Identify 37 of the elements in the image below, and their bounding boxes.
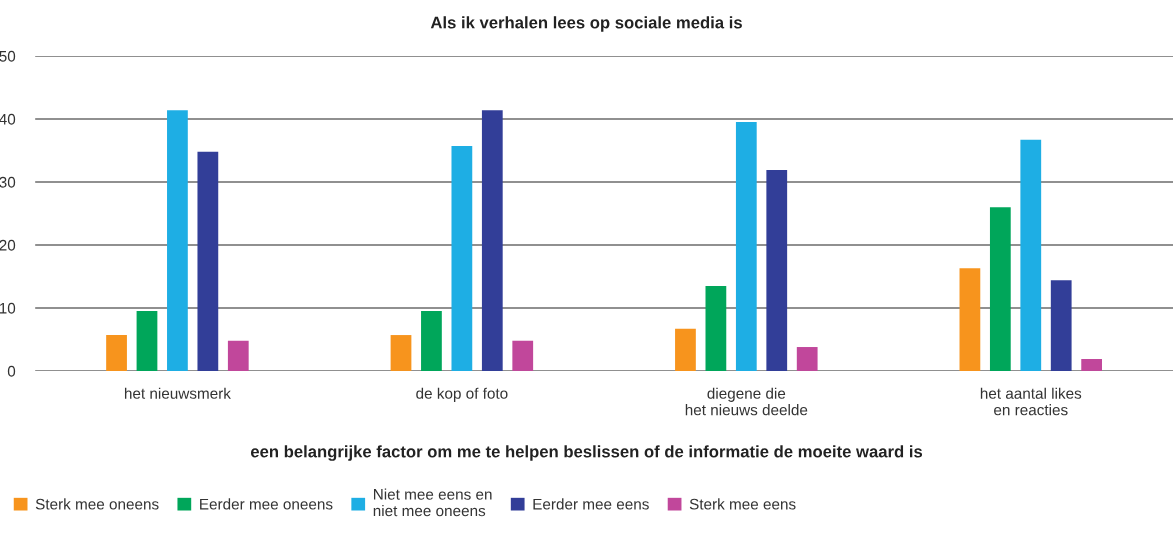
bar (136, 311, 158, 371)
x-tick-label: het nieuwsmerk (124, 387, 231, 399)
legend-label: Niet mee eens en niet mee oneens (373, 488, 492, 517)
bar (959, 268, 981, 371)
bar (735, 122, 757, 371)
legend-label: Sterk mee eens (689, 498, 796, 510)
bar (512, 340, 534, 371)
bar (421, 311, 442, 371)
bar (1081, 359, 1103, 371)
chart-title: Als ik verhalen lees op sociale media is (430, 16, 742, 32)
y-tick-label: 40 (0, 113, 16, 125)
x-tick-label: de kop of foto (416, 387, 508, 402)
bar (167, 110, 188, 371)
x-tick-label: diegene die het nieuws deelde (685, 387, 808, 416)
bar (1020, 139, 1042, 371)
y-tick-label: 0 (7, 365, 16, 377)
bar (675, 328, 696, 371)
bar (766, 170, 788, 371)
y-tick-label: 20 (0, 239, 16, 251)
bar (989, 207, 1011, 371)
bar (390, 335, 412, 371)
bar (451, 146, 473, 371)
legend-label: Eerder mee oneens (200, 498, 333, 510)
bar (705, 285, 727, 371)
x-axis-title: een belangrijke factor om me te helpen beslissen of de informatie de moeite waard is (250, 445, 923, 461)
bar (106, 335, 127, 371)
legend-label: Sterk mee oneens (35, 498, 159, 510)
x-tick-label: het aantal likes en reacties (980, 387, 1082, 416)
y-tick-label: 50 (0, 50, 16, 62)
legend-label: Eerder mee eens (533, 498, 649, 510)
y-tick-label: 30 (0, 176, 16, 188)
bar (227, 340, 249, 371)
bar (796, 347, 818, 371)
bar (1050, 280, 1072, 371)
y-tick-label: 10 (0, 302, 16, 314)
bar (481, 110, 503, 371)
bar (197, 151, 219, 371)
